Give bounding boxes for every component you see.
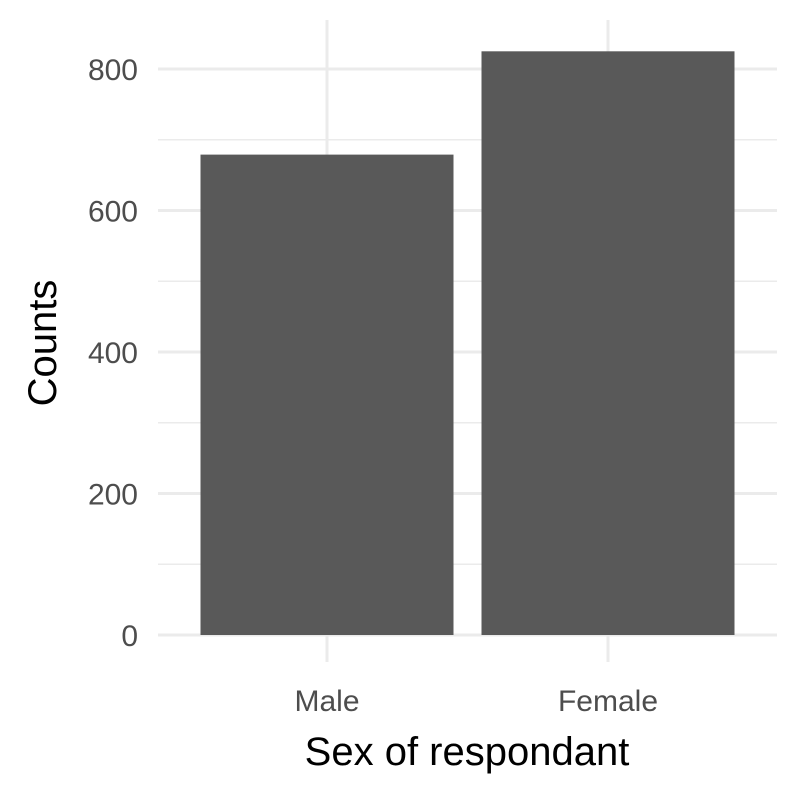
y-tick-labels: 0 200 400 600 800 — [88, 54, 138, 653]
bars-layer — [200, 51, 735, 636]
y-axis-title: Counts — [21, 280, 65, 407]
x-tick-label: Female — [558, 685, 658, 718]
y-tick-label: 600 — [88, 196, 138, 229]
bar-female — [481, 51, 735, 635]
bar-male — [200, 154, 454, 636]
y-tick-label: 200 — [88, 479, 138, 512]
y-tick-label: 0 — [121, 620, 138, 653]
x-axis-title: Sex of respondant — [305, 730, 630, 774]
y-tick-label: 800 — [88, 54, 138, 87]
x-tick-label: Male — [294, 685, 359, 718]
y-tick-label: 400 — [88, 337, 138, 370]
x-tick-labels: Male Female — [294, 685, 658, 718]
